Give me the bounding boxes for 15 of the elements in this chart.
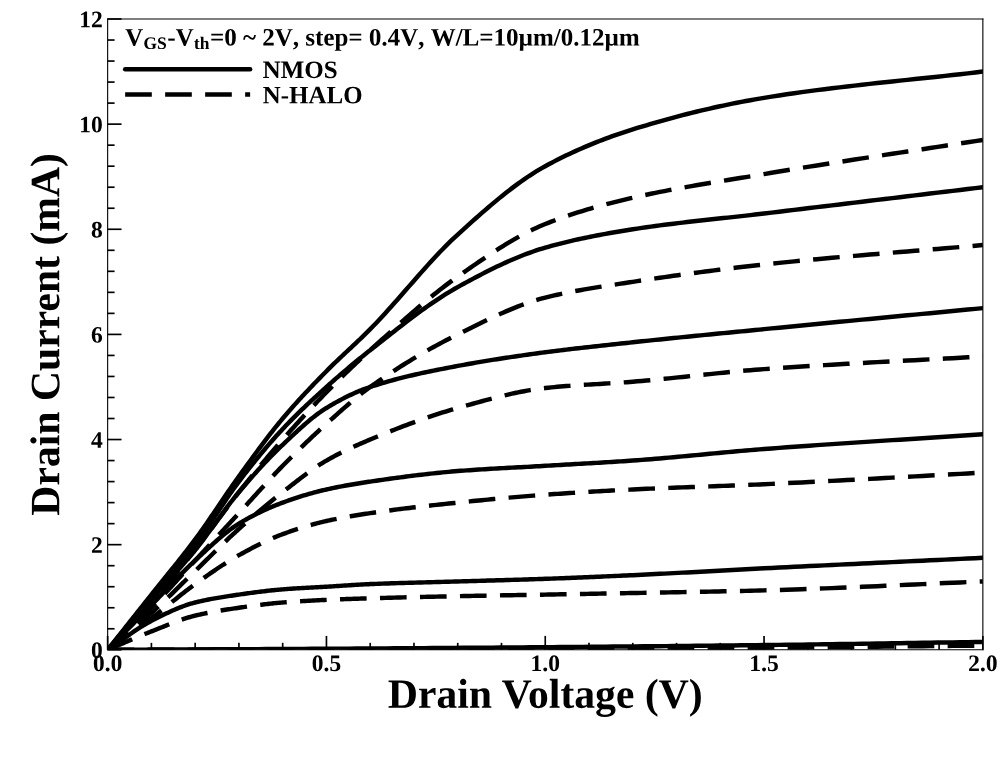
x-tick-label: 2.0 xyxy=(969,655,997,672)
x-tick-label: 1.0 xyxy=(532,655,560,672)
y-tick-label: 8 xyxy=(91,221,102,238)
y-tick-label: 6 xyxy=(91,326,103,343)
y-tick-label: 2 xyxy=(91,537,102,553)
y-tick-label: 12 xyxy=(81,11,102,28)
x-tick-label: 0.5 xyxy=(312,655,341,672)
legend-label: N-HALO xyxy=(263,86,362,104)
legend-label: NMOS xyxy=(263,61,337,79)
y-tick-label: 10 xyxy=(81,116,102,133)
y-axis-title: Drain Current (mA) xyxy=(30,154,69,515)
y-tick-label: 4 xyxy=(91,432,103,448)
x-axis-title: Drain Voltage (V) xyxy=(388,678,701,717)
x-tick-label: 1.5 xyxy=(751,655,778,672)
annotation: V$_{GS}$-V$_{th}$=0 ~ 2V, step= 0.4V, W/L=10µm/0.12µm xyxy=(125,28,640,51)
